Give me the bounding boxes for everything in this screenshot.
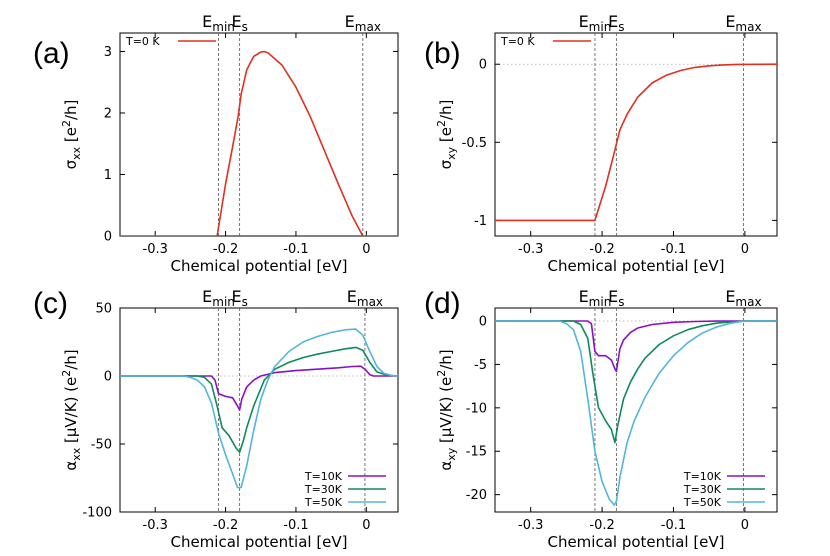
series-line xyxy=(120,328,398,489)
series-line xyxy=(495,320,777,506)
y-tick-label: -50 xyxy=(91,438,112,453)
x-tick-label: -0.2 xyxy=(213,518,238,533)
x-tick-label: -0.1 xyxy=(661,518,686,533)
series-group xyxy=(495,320,777,506)
energy-label: Emax xyxy=(725,12,761,34)
x-tick-label: -0.3 xyxy=(518,242,543,257)
y-tick-label: 3 xyxy=(104,45,112,60)
legend-label: T=30K xyxy=(304,483,343,496)
y-tick-label: -100 xyxy=(82,506,112,521)
energy-label: Es xyxy=(608,287,624,309)
x-tick-label: -0.3 xyxy=(143,518,168,533)
x-tick-label: -0.2 xyxy=(589,518,614,533)
panel-label: (d) xyxy=(424,287,461,320)
x-axis-label: Chemical potential [eV] xyxy=(547,257,724,275)
y-tick-label: 0 xyxy=(104,370,112,385)
energy-label: Emax xyxy=(347,287,383,309)
energy-label: Es xyxy=(608,12,624,34)
x-tick-label: -0.3 xyxy=(143,242,168,257)
y-axis-label: αxx [μV/K) (e2/h] xyxy=(60,349,83,470)
energy-label: Es xyxy=(231,12,247,34)
energy-label: Emin xyxy=(579,12,612,34)
x-tick-label: -0.1 xyxy=(283,518,308,533)
energy-label: Emax xyxy=(345,12,381,34)
y-tick-label: 50 xyxy=(95,302,112,317)
y-tick-label: -0.5 xyxy=(462,136,487,151)
legend-label: T=50K xyxy=(683,496,722,509)
y-tick-label: -15 xyxy=(466,445,487,460)
x-axis-label: Chemical potential [eV] xyxy=(547,533,724,551)
y-tick-label: 0 xyxy=(104,230,112,245)
y-tick-label: 0 xyxy=(479,58,487,73)
x-axis-label: Chemical potential [eV] xyxy=(170,257,347,275)
legend-label: T=0 K xyxy=(500,35,535,48)
plot-frame xyxy=(494,32,778,237)
energy-label: Es xyxy=(231,287,247,309)
series-line xyxy=(120,365,398,411)
x-axis-label: Chemical potential [eV] xyxy=(170,533,347,551)
y-tick-label: -20 xyxy=(466,488,487,503)
y-tick-label: -5 xyxy=(474,358,487,373)
legend-label: T=30K xyxy=(683,483,722,496)
legend-label: T=0 K xyxy=(125,35,160,48)
energy-label: Emin xyxy=(579,287,612,309)
x-tick-label: 0 xyxy=(741,518,749,533)
energy-label: Emin xyxy=(202,287,235,309)
panel-label: (c) xyxy=(33,287,68,320)
series-line xyxy=(495,63,777,222)
x-tick-label: -0.1 xyxy=(661,242,686,257)
series-line xyxy=(495,320,777,444)
series-group xyxy=(120,328,398,489)
legend-label: T=10K xyxy=(683,470,722,483)
x-tick-label: -0.1 xyxy=(283,242,308,257)
x-tick-label: -0.2 xyxy=(589,242,614,257)
x-tick-label: 0 xyxy=(362,518,370,533)
energy-label: Emin xyxy=(202,12,235,34)
legend-label: T=10K xyxy=(304,470,343,483)
series-line xyxy=(495,320,777,373)
legend-label: T=50K xyxy=(304,496,343,509)
y-axis-label: σxy [e2/h] xyxy=(435,100,458,170)
series-group xyxy=(120,50,398,236)
panel-label: (b) xyxy=(424,37,461,70)
series-line xyxy=(120,346,398,454)
series-line xyxy=(120,50,398,236)
y-axis-label: σxx [e2/h] xyxy=(60,100,83,170)
x-tick-label: 0 xyxy=(362,242,370,257)
y-tick-label: 0 xyxy=(479,315,487,330)
panel-label: (a) xyxy=(33,37,70,70)
y-axis-label: αxy [μV/K) (e2/h] xyxy=(435,349,458,470)
energy-label: Emax xyxy=(725,287,761,309)
plot-frame xyxy=(494,307,778,513)
plot-frame xyxy=(119,32,399,237)
x-tick-label: -0.3 xyxy=(518,518,543,533)
x-tick-label: 0 xyxy=(741,242,749,257)
y-tick-label: 1 xyxy=(104,168,112,183)
y-tick-label: -1 xyxy=(474,214,487,229)
series-group xyxy=(495,63,777,222)
plot-frame xyxy=(119,307,399,513)
x-tick-label: -0.2 xyxy=(213,242,238,257)
y-tick-label: -10 xyxy=(466,401,487,416)
y-tick-label: 2 xyxy=(104,106,112,121)
